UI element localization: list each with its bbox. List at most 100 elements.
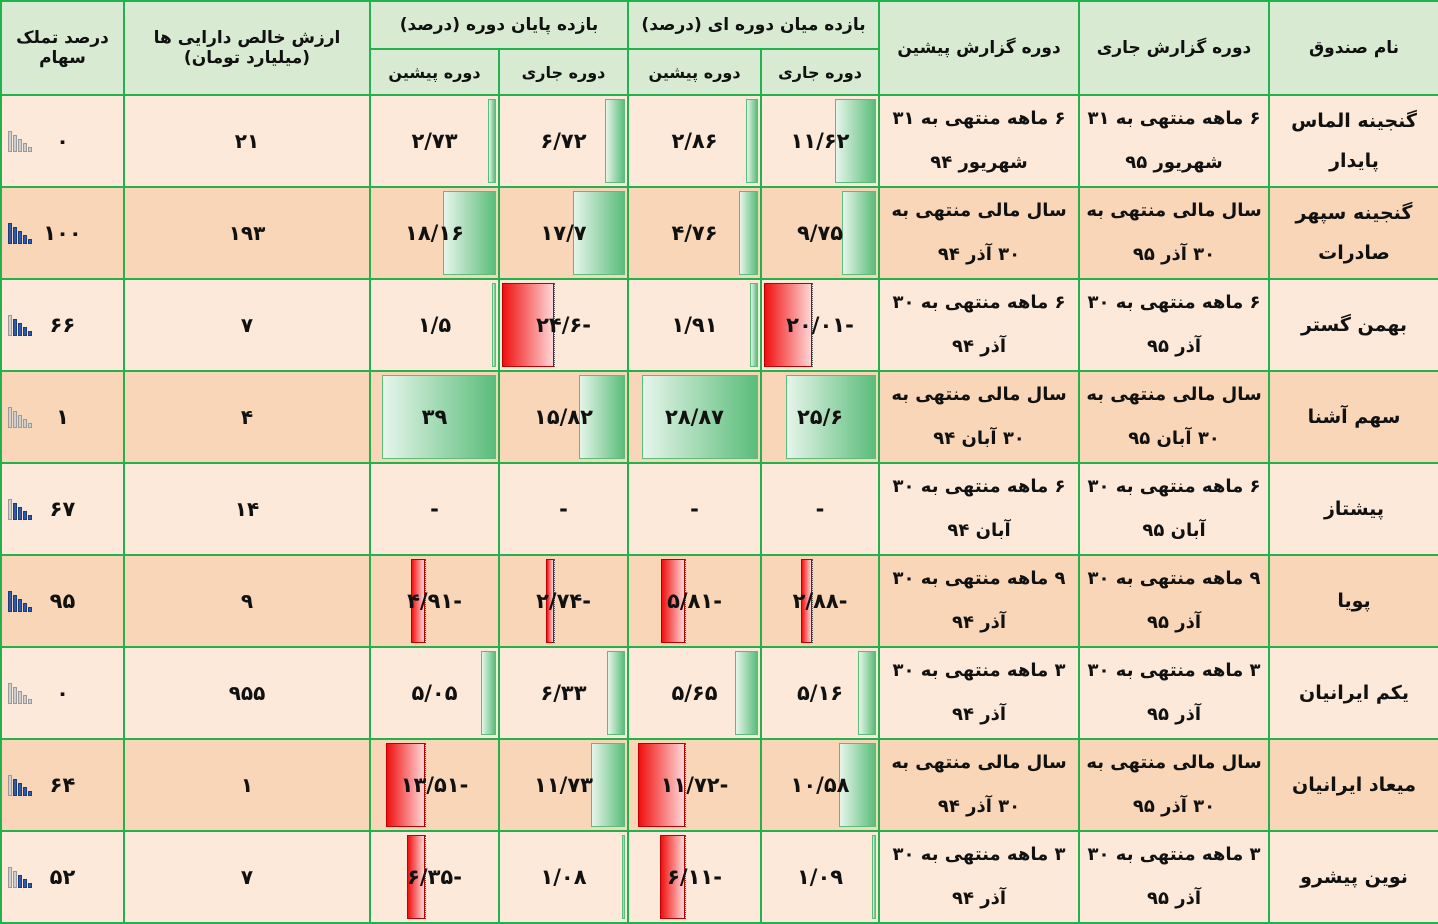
current-period-cell: سال مالی منتهی به ۳۰ آبان ۹۵: [1078, 370, 1271, 464]
return-value: ۱/۰۸: [540, 865, 587, 889]
mid-prev-return-cell: ۱/۹۱: [626, 278, 763, 372]
previous-period-cell: ۹ ماهه منتهی به ۳۰ آذر ۹۴: [878, 554, 1081, 648]
mid-prev-return-cell: ۲/۸۶: [626, 94, 763, 188]
positive-return-bar: [381, 375, 496, 459]
return-value: ۵/۶۵: [671, 681, 718, 705]
mid-cur-return-cell: -۲۰/۰۱: [760, 278, 881, 372]
nav-cell: ۱: [123, 738, 371, 832]
nav-value: ۱۴: [234, 497, 260, 521]
end-prev-return-cell: -۴/۹۱: [369, 554, 500, 648]
return-value: -۲۴/۶: [536, 313, 591, 337]
mid-cur-return-cell: -۲/۸۸: [760, 554, 881, 648]
stock-ownership-cell: ۶۴: [0, 738, 125, 832]
return-value: ۱/۰۹: [796, 865, 844, 889]
nav-value: ۱: [240, 773, 254, 797]
previous-period: ۶ ماهه منتهی به ۳۰ آذر ۹۴: [892, 292, 1066, 357]
end-cur-return-cell: -۲۴/۶: [498, 278, 629, 372]
table-row: یکم ایرانیان ۳ ماهه منتهی به ۳۰ آذر ۹۵ ۳ م…: [0, 646, 1438, 740]
previous-period-cell: سال مالی منتهی به ۳۰ آذر ۹۴: [878, 186, 1081, 280]
fund-name-cell: پویا: [1268, 554, 1438, 648]
return-value: -۲/۸۸: [792, 589, 848, 613]
fund-name-cell: پیشتاز: [1268, 462, 1438, 556]
bar-axis-line: [684, 835, 686, 919]
previous-period: ۶ ماهه منتهی به ۳۱ شهریور ۹۴: [892, 108, 1066, 173]
end-cur-return-cell: ۶/۷۲: [498, 94, 629, 188]
return-value: -: [430, 497, 439, 521]
ownership-value: ۵۲: [49, 865, 76, 889]
fund-name-cell: بهمن گستر: [1268, 278, 1438, 372]
previous-period: ۳ ماهه منتهی به ۳۰ آذر ۹۴: [892, 844, 1066, 909]
previous-period-cell: ۶ ماهه منتهی به ۳۰ آذر ۹۴: [878, 278, 1081, 372]
positive-return-bar: [750, 283, 759, 367]
mid-cur-return-cell: ۱۰/۵۸: [760, 738, 881, 832]
return-value: -۱۱/۷۲: [660, 773, 729, 797]
previous-period-cell: ۳ ماهه منتهی به ۳۰ آذر ۹۴: [878, 646, 1081, 740]
table-row: سهم آشنا سال مالی منتهی به ۳۰ آبان ۹۵ سال …: [0, 370, 1438, 464]
previous-period: ۹ ماهه منتهی به ۳۰ آذر ۹۴: [892, 568, 1066, 633]
mid-prev-return-cell: -۱۱/۷۲: [626, 738, 763, 832]
return-value: ۹/۷۵: [796, 221, 844, 245]
return-value: ۱۱/۶۲: [790, 129, 850, 153]
header-nav: ارزش خالص دارایی ها (میلیارد تومان): [123, 0, 371, 96]
bar-axis-line: [811, 559, 813, 643]
mid-cur-return-cell: ۱۱/۶۲: [760, 94, 881, 188]
mid-cur-return-cell: ۵/۱۶: [760, 646, 881, 740]
positive-return-bar: [606, 651, 625, 735]
positive-return-bar: [746, 99, 759, 183]
positive-return-bar: [785, 375, 877, 459]
ownership-value: ۱۰۰: [43, 221, 82, 245]
negative-return-bar: [546, 559, 555, 643]
mid-cur-return-cell: ۹/۷۵: [760, 186, 881, 280]
fund-name-cell: سهم آشنا: [1268, 370, 1438, 464]
stock-ownership-cell: ۵۲: [0, 830, 125, 924]
fund-name: گنجینه سپهر صادرات: [1295, 202, 1413, 264]
return-value: ۱۷/۷: [540, 221, 587, 245]
return-value: -۲/۷۴: [536, 589, 591, 613]
table-row: پویا ۹ ماهه منتهی به ۳۰ آذر ۹۵ ۹ ماهه منته…: [0, 554, 1438, 648]
signal-bars-icon: [8, 314, 32, 336]
header-stock-ownership: درصد تملک سهام: [0, 0, 125, 96]
negative-return-bar: [637, 743, 685, 827]
end-prev-return-cell: -: [369, 462, 500, 556]
previous-period-cell: ۶ ماهه منتهی به ۳۰ آبان ۹۴: [878, 462, 1081, 556]
return-value: -۶/۳۵: [407, 865, 462, 889]
table-row: نوین پیشرو ۳ ماهه منتهی به ۳۰ آذر ۹۵ ۳ ماه…: [0, 830, 1438, 924]
header-end-previous: دوره پیشین: [369, 48, 500, 96]
previous-period-cell: ۳ ماهه منتهی به ۳۰ آذر ۹۴: [878, 830, 1081, 924]
end-cur-return-cell: ۱۷/۷: [498, 186, 629, 280]
current-period-cell: ۳ ماهه منتهی به ۳۰ آذر ۹۵: [1078, 830, 1271, 924]
bar-axis-line: [425, 743, 427, 827]
header-end-return: بازده پایان دوره (درصد): [369, 0, 629, 50]
fund-name: گنجینه الماس پایدار: [1291, 110, 1417, 172]
signal-bars-icon: [8, 866, 32, 888]
current-period: سال مالی منتهی به ۳۰ آبان ۹۵: [1086, 384, 1262, 449]
return-value: ۱۱/۷۳: [534, 773, 593, 797]
nav-cell: ۱۹۳: [123, 186, 371, 280]
nav-value: ۱۹۳: [228, 221, 266, 245]
mid-cur-return-cell: ۱/۰۹: [760, 830, 881, 924]
return-value: ۱۰/۵۸: [790, 773, 850, 797]
previous-period: ۶ ماهه منتهی به ۳۰ آبان ۹۴: [892, 476, 1066, 541]
nav-cell: ۷: [123, 278, 371, 372]
return-value: -: [690, 497, 699, 521]
ownership-value: ۹۵: [49, 589, 76, 613]
stock-ownership-cell: ۱: [0, 370, 125, 464]
header-interim-current: دوره جاری: [760, 48, 881, 96]
return-value: -۴/۹۱: [407, 589, 462, 613]
nav-cell: ۷: [123, 830, 371, 924]
end-prev-return-cell: ۳۹: [369, 370, 500, 464]
positive-return-bar: [857, 651, 877, 735]
current-period-cell: ۳ ماهه منتهی به ۳۰ آذر ۹۵: [1078, 646, 1271, 740]
nav-cell: ۱۴: [123, 462, 371, 556]
end-cur-return-cell: ۱/۰۸: [498, 830, 629, 924]
current-period-cell: ۹ ماهه منتهی به ۳۰ آذر ۹۵: [1078, 554, 1271, 648]
end-prev-return-cell: ۱۸/۱۶: [369, 186, 500, 280]
positive-return-bar: [491, 283, 496, 367]
negative-return-bar: [660, 835, 685, 919]
return-value: ۶/۳۳: [540, 681, 587, 705]
return-value: ۲۵/۶: [796, 405, 844, 429]
fund-name-cell: یکم ایرانیان: [1268, 646, 1438, 740]
previous-period: ۳ ماهه منتهی به ۳۰ آذر ۹۴: [892, 660, 1066, 725]
positive-return-bar: [573, 191, 625, 275]
fund-name: سهم آشنا: [1307, 406, 1401, 428]
